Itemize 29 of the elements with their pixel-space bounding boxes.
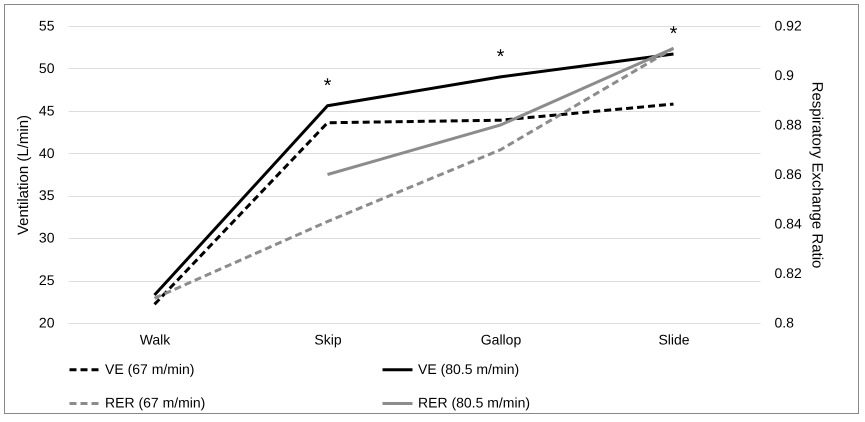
- y-tick-label: 50: [38, 60, 55, 76]
- y-tick-label: 55: [38, 18, 55, 34]
- y-tick-label: 35: [38, 187, 55, 204]
- y2-axis-title: Respiratory Exchange Ratio: [808, 82, 826, 268]
- y2-tick-label: 0.92: [774, 18, 802, 34]
- y-tick-label: 25: [38, 272, 55, 288]
- y2-tick-label: 0.82: [774, 265, 802, 281]
- y-tick-label: 20: [38, 314, 55, 330]
- legend-label: VE (67 m/min): [105, 360, 194, 377]
- annotation: *: [324, 74, 332, 97]
- line-series: [153, 102, 675, 306]
- x-tick-label: Slide: [658, 332, 690, 348]
- annotation: *: [670, 23, 678, 46]
- y2-tick-label: 0.8: [774, 314, 794, 330]
- legend-label: VE (80.5 m/min): [418, 360, 520, 377]
- y-axis-title: Ventilation (L/min): [14, 114, 32, 236]
- y2-tick-label: 0.84: [774, 216, 802, 232]
- y-tick-label: 40: [38, 144, 55, 161]
- y-tick-label: 45: [38, 102, 55, 118]
- x-tick-label: Gallop: [480, 332, 522, 348]
- legend-label: RER (67 m/min): [105, 394, 206, 410]
- y-tick-label: 30: [38, 230, 55, 246]
- y2-tick-label: 0.86: [774, 166, 802, 182]
- x-tick-label: Walk: [140, 332, 172, 348]
- x-tick-label: Skip: [314, 332, 342, 348]
- legend-label: RER (80.5 m/min): [418, 394, 530, 410]
- y2-tick-label: 0.9: [774, 67, 794, 83]
- y2-tick-label: 0.88: [774, 116, 802, 132]
- annotation: *: [496, 46, 505, 68]
